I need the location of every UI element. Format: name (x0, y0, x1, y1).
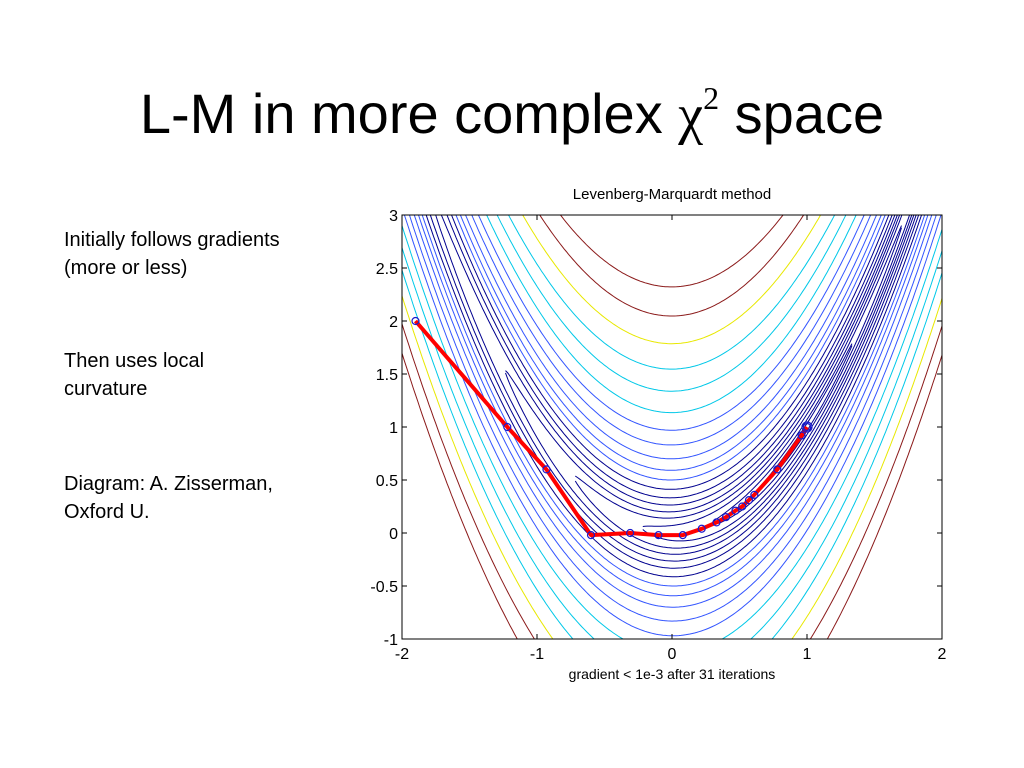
contour-line (429, 215, 920, 569)
contour-line (642, 215, 911, 542)
contour-line (712, 227, 902, 525)
contour-line (421, 215, 926, 587)
note-line: Initially follows gradients (64, 229, 280, 251)
x-axis-label: gradient < 1e-3 after 31 iterations (569, 666, 776, 682)
contour-line (477, 215, 865, 431)
y-tick-label: -0.5 (370, 579, 398, 596)
title-chi-symbol: χ (678, 84, 704, 146)
note-gradients: Initially follows gradients (more or les… (64, 226, 354, 282)
title-suffix: space (734, 82, 885, 145)
x-tick-label: 2 (938, 646, 947, 663)
lm-iteration-marker (773, 465, 782, 474)
lm-iteration-marker (697, 524, 706, 533)
contour-line (402, 295, 942, 639)
x-tick-label: -1 (530, 646, 544, 663)
lm-iteration-marker (712, 518, 721, 527)
contour-line (486, 215, 857, 414)
contour-line (505, 215, 915, 555)
contour-line (559, 215, 784, 288)
y-tick-label: 1.5 (376, 367, 398, 384)
contour-line (402, 323, 942, 639)
note-line: Diagram: A. Zisserman, (64, 473, 273, 495)
contour-line (402, 269, 942, 639)
contour-line (539, 215, 805, 317)
contour-line (425, 215, 923, 578)
note-line: (more or less) (64, 257, 188, 279)
contour-line (574, 215, 913, 549)
contour-line (459, 215, 882, 471)
y-tick-label: 0.5 (376, 473, 398, 490)
contour-line (464, 215, 878, 460)
contour-line (712, 225, 902, 523)
note-line: Then uses local (64, 350, 205, 372)
lm-iteration-marker (750, 490, 759, 499)
lm-iteration-marker (797, 431, 806, 440)
lm-path (411, 316, 813, 540)
contour-line (522, 215, 822, 345)
contour-line (450, 215, 890, 490)
y-tick-label: -1 (384, 632, 398, 649)
chart-title: Levenberg-Marquardt method (573, 186, 771, 203)
x-tick-label: 0 (668, 646, 677, 663)
lm-iteration-marker (626, 528, 635, 538)
y-tick-label: 0 (389, 526, 398, 543)
lm-iteration-marker (738, 502, 747, 511)
lm-iteration-marker (654, 531, 663, 540)
contour-line (408, 215, 937, 622)
contour-line (402, 225, 942, 639)
y-tick-label: 2.5 (376, 261, 398, 278)
lm-iteration-marker (678, 531, 687, 540)
note-line: curvature (64, 378, 148, 400)
lm-final-marker (801, 421, 813, 433)
title-prefix: L-M in more complex (139, 82, 663, 145)
y-tick-label: 2 (389, 314, 398, 331)
contour-line (402, 353, 942, 639)
contour-line (402, 247, 942, 639)
y-tick-label: 1 (389, 420, 398, 437)
lm-iteration-marker (802, 422, 812, 432)
note-curvature: Then uses local curvature (64, 347, 354, 403)
contour-line (417, 215, 929, 597)
contour-line (505, 215, 898, 513)
lm-iteration-marker (731, 506, 740, 515)
x-tick-label: -2 (395, 646, 409, 663)
lm-iteration-marker (721, 513, 731, 522)
lm-iteration-marker (586, 531, 596, 540)
contour-line (507, 215, 836, 370)
note-line: Oxford U. (64, 501, 150, 523)
contour-line (455, 215, 886, 481)
contour-line (435, 215, 917, 562)
lm-iteration-marker (503, 422, 512, 432)
slide-title: L-M in more complex χ2 space (0, 58, 1024, 155)
lm-path-line (413, 319, 809, 538)
contour-line (496, 215, 847, 392)
title-superscript: 2 (703, 80, 720, 116)
lm-iteration-marker (542, 465, 551, 474)
contour-line (440, 215, 896, 506)
x-tick-label: 1 (803, 646, 812, 663)
y-tick-label: 3 (389, 208, 398, 225)
contour-line (446, 215, 893, 499)
contour-line (642, 215, 903, 527)
contour-line (413, 215, 933, 608)
lm-iteration-marker (744, 496, 754, 505)
contour-lines (402, 215, 942, 639)
lm-iteration-marker (411, 316, 420, 326)
note-credit: Diagram: A. Zisserman, Oxford U. (64, 470, 354, 526)
axis-ticks: -2 -1 0 1 2-1-0.500.511.522.53 (370, 208, 946, 663)
contour-line (471, 215, 872, 446)
contour-chart: Levenberg-Marquardt method -2 -1 0 1 2-1-0.5… (370, 186, 946, 682)
contour-line (575, 215, 901, 519)
